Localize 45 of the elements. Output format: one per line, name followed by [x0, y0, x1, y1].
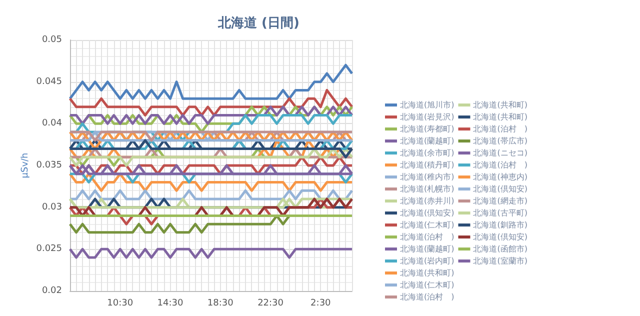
y-tick-label: 0.035: [36, 160, 62, 170]
y-tick-label: 0.02: [42, 286, 62, 296]
legend-label: 北海道(網走市): [473, 196, 528, 206]
y-tick-label: 0.03: [42, 202, 62, 212]
y-tick-label: 0.05: [42, 35, 62, 45]
legend-label: 北海道(泊村 ): [400, 292, 454, 302]
legend-label: 北海道(旭川市): [400, 100, 454, 110]
chart-title: 北海道 (日間): [217, 16, 300, 31]
legend-label: 北海道(倶知安): [473, 232, 528, 242]
legend-label: 北海道(帯広市): [473, 136, 528, 146]
legend-label: 北海道(共和町): [400, 268, 454, 278]
y-tick-label: 0.04: [42, 118, 62, 129]
x-tick-label: 18:30: [207, 298, 234, 308]
legend-label: 北海道(稚内市): [400, 172, 454, 182]
legend-label: 北海道(倶知安): [400, 208, 454, 218]
legend-label: 北海道(泊村 ): [473, 124, 528, 134]
legend-label: 北海道(仁木町): [400, 220, 454, 230]
legend-label: 北海道(岩内町): [400, 256, 454, 266]
y-axis-title: μSv/h: [20, 152, 30, 178]
legend-label: 北海道(蘭越町): [400, 136, 454, 146]
legend-label: 北海道(共和町): [473, 112, 528, 122]
legend-label: 北海道(仁木町): [400, 280, 454, 290]
legend-label: 北海道(ニセコ): [473, 148, 528, 158]
legend-label: 北海道(泊村 ): [400, 232, 454, 242]
legend-label: 北海道(泊村 ): [473, 160, 528, 170]
legend-label: 北海道(赤井川): [400, 196, 454, 206]
legend-label: 北海道(札幌市): [400, 184, 454, 194]
x-tick-label: 2:30: [310, 298, 332, 308]
x-tick-label: 10:30: [107, 298, 134, 308]
legend-label: 北海道(神恵内): [473, 172, 528, 182]
legend-label: 北海道(蘭越町): [400, 244, 454, 254]
legend-label: 北海道(寿都町): [400, 124, 454, 134]
legend-label: 北海道(岩見沢): [400, 112, 454, 122]
legend-label: 北海道(倶知安): [473, 184, 528, 194]
legend-label: 北海道(積丹町): [400, 160, 454, 170]
legend-label: 北海道(共和町): [473, 100, 528, 110]
legend-label: 北海道(室蘭市): [473, 256, 528, 266]
legend-label: 北海道(釧路市): [473, 220, 528, 230]
x-tick-label: 22:30: [258, 298, 284, 308]
y-tick-label: 0.025: [36, 244, 62, 254]
legend-label: 北海道(古平町): [473, 208, 528, 218]
y-tick-label: 0.045: [36, 76, 62, 87]
legend-label: 北海道(余市町): [400, 148, 454, 158]
x-tick-label: 14:30: [157, 298, 184, 308]
legend-label: 北海道(函館市): [473, 244, 528, 254]
